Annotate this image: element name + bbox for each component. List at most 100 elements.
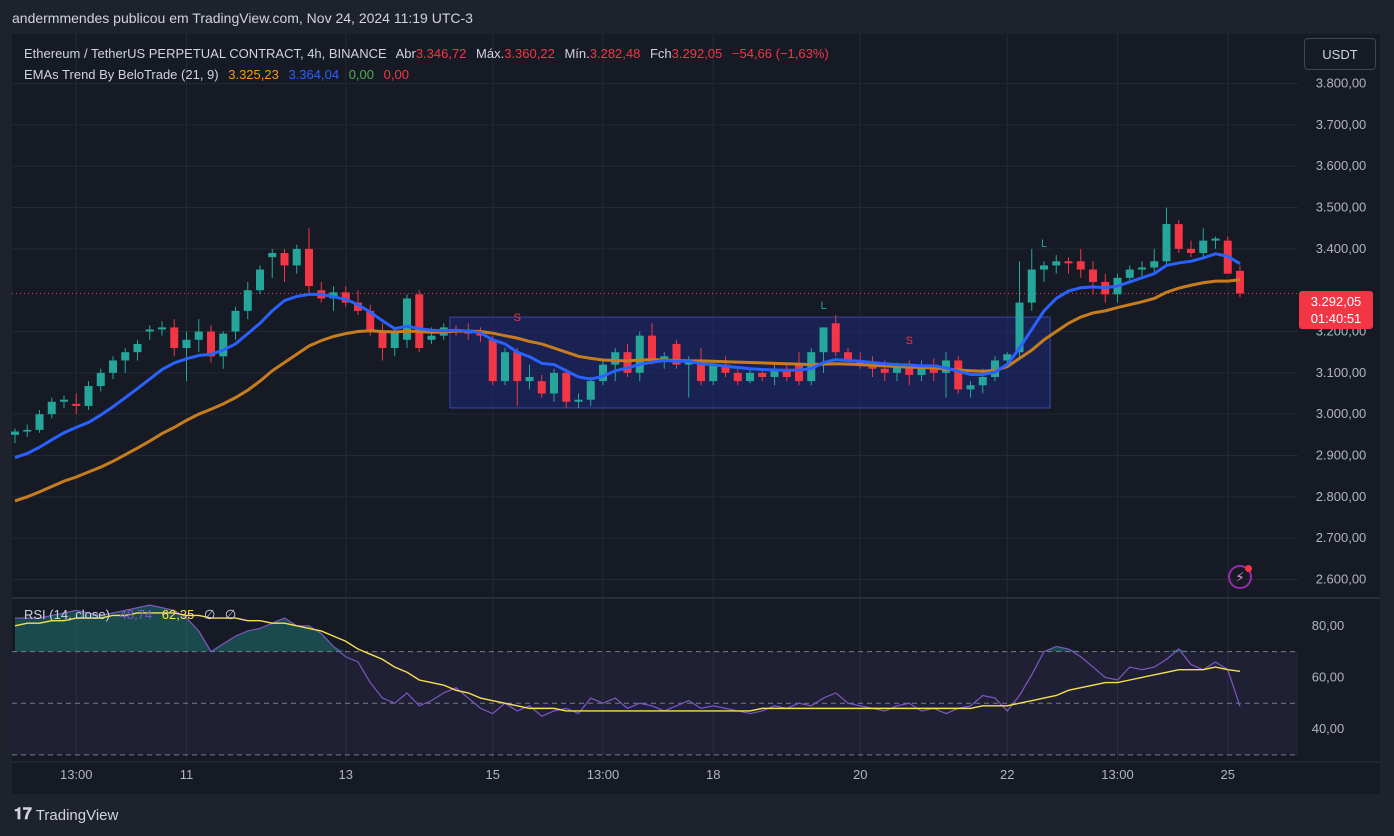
- high-label: Máx.: [476, 46, 505, 61]
- candle-body: [170, 327, 179, 349]
- signal-markers: S L S L: [514, 238, 1047, 347]
- candle-body: [525, 376, 534, 382]
- candle-body: [648, 335, 656, 361]
- symbol-title[interactable]: Ethereum / TetherUS PERPETUAL CONTRACT, …: [24, 46, 387, 61]
- candle-body: [1089, 269, 1097, 282]
- time-tick-label: 22: [1000, 767, 1014, 782]
- candle-body: [23, 429, 32, 432]
- bar-countdown: 01:40:51: [1310, 311, 1362, 326]
- rsi-title[interactable]: RSI (14, close): [24, 607, 110, 622]
- candle-body: [623, 352, 632, 373]
- rsi-axis[interactable]: 80,00 60,00 40,00: [1312, 618, 1345, 736]
- ema21-line: [14, 278, 1241, 503]
- close-label: Fch: [649, 46, 672, 61]
- signal-marker: L: [1041, 238, 1047, 250]
- tv-logo-icon: 𝟏𝟕: [14, 806, 32, 823]
- time-tick-label: 20: [853, 767, 867, 782]
- signal-marker: S: [514, 312, 521, 324]
- tradingview-logo[interactable]: 𝟏𝟕 TradingView: [14, 806, 118, 824]
- indicator-title[interactable]: EMAs Trend By BeloTrade (21, 9): [24, 67, 219, 82]
- publisher-header: andermmendes publicou em TradingView.com…: [12, 10, 473, 26]
- candle-body: [158, 327, 166, 330]
- candle-body: [1199, 240, 1208, 254]
- candle-body: [550, 372, 558, 394]
- time-tick-label: 13:00: [587, 767, 620, 782]
- candle-body: [109, 360, 117, 373]
- currency-button[interactable]: USDT: [1304, 38, 1376, 70]
- ema21-value: 3.325,23: [228, 67, 279, 82]
- candle-body: [1125, 269, 1134, 278]
- candles: [11, 207, 1244, 444]
- candle-body: [378, 331, 387, 349]
- rsi-value: 48,74: [119, 607, 153, 622]
- candle-body: [746, 372, 754, 382]
- candle-body: [219, 333, 228, 357]
- last-price-tag: 3.292,05 01:40:51: [1299, 291, 1373, 329]
- candle-body: [733, 372, 742, 382]
- candle-body: [84, 386, 93, 406]
- candle-body: [1162, 224, 1171, 262]
- candle-body: [1138, 267, 1146, 270]
- candle-body: [390, 331, 399, 349]
- candle-body: [133, 343, 142, 353]
- candle-body: [488, 339, 497, 382]
- open-value: 3.346,72: [415, 46, 467, 61]
- open-label: Abr: [395, 46, 416, 61]
- candle-body: [770, 368, 779, 377]
- rsi-tick-label: 40,00: [1312, 721, 1345, 736]
- candle-body: [782, 368, 791, 377]
- candle-body: [121, 352, 130, 361]
- candle-body: [819, 327, 828, 353]
- time-tick-label: 11: [180, 767, 194, 782]
- candle-body: [672, 343, 681, 365]
- low-label: Mín.: [564, 46, 590, 61]
- notification-dot-icon: [1245, 565, 1252, 572]
- candle-body: [194, 331, 203, 340]
- candle-body: [60, 399, 68, 402]
- signal-value-2: 0,00: [383, 67, 409, 82]
- rsi-empty-1: ∅: [203, 607, 216, 622]
- rsi-pane: [12, 604, 1298, 756]
- candle-body: [697, 360, 705, 382]
- price-tick-label: 2.900,00: [1316, 448, 1367, 463]
- candle-body: [831, 323, 840, 353]
- candle-body: [427, 335, 436, 340]
- rsi-empty-2: ∅: [224, 607, 237, 622]
- price-tick-label: 3.100,00: [1316, 365, 1367, 380]
- candle-body: [182, 339, 191, 349]
- candle-body: [1040, 265, 1048, 270]
- change-value: −54,66 (−1,63%): [731, 46, 829, 61]
- rsi-tick-label: 60,00: [1312, 669, 1345, 684]
- rsi-ma-value: 62,35: [161, 607, 195, 622]
- candle-body: [243, 290, 252, 311]
- candle-body: [954, 360, 963, 390]
- candle-body: [280, 253, 289, 266]
- ema9-line: [14, 252, 1241, 459]
- price-axis[interactable]: 3.800,00 3.700,00 3.600,00 3.500,00 3.400,00…: [1316, 76, 1367, 587]
- candle-body: [966, 385, 975, 390]
- candle-body: [1027, 269, 1036, 303]
- candle-body: [207, 331, 215, 357]
- candle-body: [905, 366, 914, 375]
- signal-value-1: 0,00: [348, 67, 375, 82]
- time-axis[interactable]: 13:00 11 13 15 13:00 18 20 22 13:00 25: [12, 761, 1380, 782]
- price-tick-label: 2.800,00: [1316, 489, 1367, 504]
- candle-body: [305, 248, 313, 287]
- candle-body: [403, 298, 411, 340]
- candle-body: [1174, 224, 1183, 249]
- candle-body: [96, 372, 105, 387]
- candle-body: [991, 360, 999, 377]
- candle-body: [758, 372, 767, 377]
- close-value: 3.292,05: [671, 46, 723, 61]
- price-tick-label: 3.000,00: [1316, 406, 1367, 421]
- price-tick-label: 2.700,00: [1316, 530, 1367, 545]
- candle-body: [795, 364, 803, 382]
- time-tick-label: 18: [706, 767, 720, 782]
- rsi-legend: RSI (14, close) 48,74 62,35 ∅ ∅: [24, 607, 236, 623]
- price-tick-label: 3.800,00: [1316, 76, 1367, 91]
- rsi-ma-line: [14, 612, 1241, 712]
- time-tick-label: 25: [1221, 767, 1235, 782]
- lightning-icon[interactable]: ⚡: [1228, 565, 1252, 589]
